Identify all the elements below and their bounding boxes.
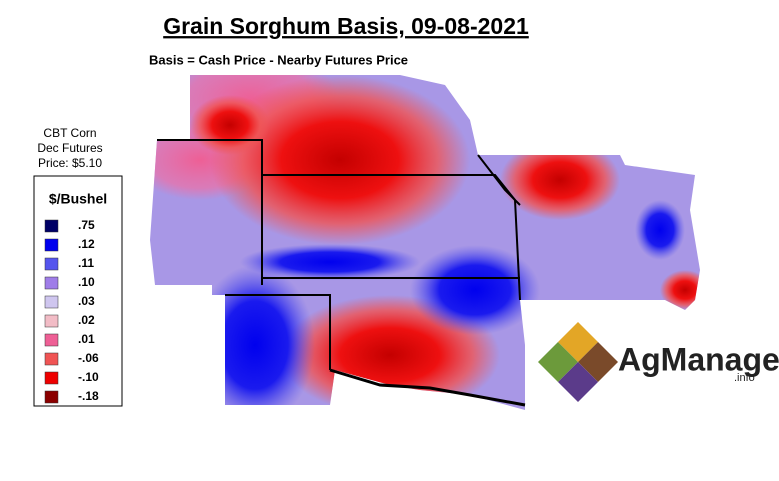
blue-area xyxy=(410,245,540,335)
legend-label: .11 xyxy=(78,256,94,270)
legend-label: .01 xyxy=(78,332,95,346)
blue-area xyxy=(195,265,315,410)
map-subtitle: Basis = Cash Price - Nearby Futures Pric… xyxy=(149,52,408,67)
blue-area xyxy=(635,200,685,260)
legend-swatch xyxy=(44,295,59,309)
futures-note: CBT Corn xyxy=(43,126,96,140)
legend-swatch xyxy=(44,219,59,233)
logo-tile xyxy=(558,362,598,402)
legend-swatch xyxy=(44,352,59,366)
legend-swatch xyxy=(44,314,59,328)
futures-note: Price: $5.10 xyxy=(38,156,102,170)
legend-label: -.06 xyxy=(78,351,99,365)
logo-suffix: .info xyxy=(734,372,755,384)
legend-box xyxy=(33,175,123,407)
red-area xyxy=(500,140,620,220)
legend-label: .10 xyxy=(78,275,95,289)
legend-label: -.18 xyxy=(78,389,99,403)
legend-swatch xyxy=(44,333,59,347)
legend-swatch xyxy=(44,276,59,290)
red-area xyxy=(210,75,470,245)
legend-swatch xyxy=(44,238,59,252)
legend-swatch xyxy=(44,371,59,385)
legend-title: $/Bushel xyxy=(49,191,107,207)
logo-name: AgManager xyxy=(618,341,779,377)
legend-swatch xyxy=(44,257,59,271)
legend-label: .02 xyxy=(78,313,95,327)
legend-label: .75 xyxy=(78,218,95,232)
futures-note: Dec Futures xyxy=(37,141,102,155)
legend: $/Bushel .75 .12 .11 .10 .03 .02 .01 -.06 -.10 -.… xyxy=(33,175,123,407)
red-area xyxy=(660,270,700,310)
state-borders xyxy=(157,139,526,407)
blue-area xyxy=(240,244,420,280)
red-area xyxy=(190,95,270,155)
logo: AgManager .info xyxy=(538,322,779,402)
legend-label: -.10 xyxy=(78,370,99,384)
legend-label: .03 xyxy=(78,294,95,308)
legend-swatch xyxy=(44,390,59,404)
map-title: Grain Sorghum Basis, 09-08-2021 xyxy=(163,13,529,39)
legend-label: .12 xyxy=(78,237,95,251)
